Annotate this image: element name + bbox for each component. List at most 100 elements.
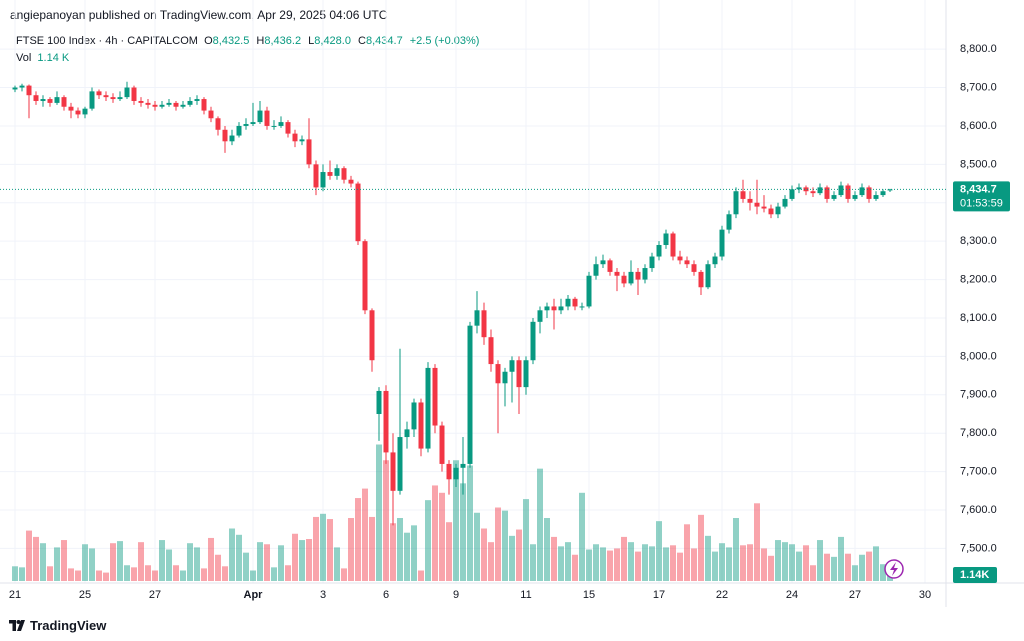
candle-body	[761, 206, 767, 209]
volume-bar	[817, 540, 823, 581]
volume-bar	[873, 546, 879, 581]
volume-bar	[579, 492, 585, 581]
candle-layer	[12, 81, 893, 526]
candle-body	[124, 87, 130, 98]
alert-icon-bolt	[890, 562, 898, 576]
volume-bar	[775, 540, 781, 581]
y-tick-label: 7,500.0	[960, 542, 997, 554]
candle-body	[390, 452, 396, 491]
candle-body	[425, 367, 431, 449]
y-tick-label: 8,300.0	[960, 235, 997, 247]
volume-bar	[782, 542, 788, 581]
volume-bar	[432, 485, 438, 581]
last-price-label: 8,434.7	[960, 183, 997, 195]
volume-bar	[418, 570, 424, 581]
volume-badge	[953, 567, 997, 584]
candle-body	[831, 195, 837, 199]
candle-body	[327, 172, 333, 176]
y-tick-label: 8,400.0	[960, 197, 997, 209]
h-val: 8,436.2	[264, 35, 302, 47]
candle-body	[439, 425, 445, 464]
candle-body	[54, 97, 60, 103]
x-tick-label: 15	[583, 589, 595, 601]
candle-body	[26, 85, 32, 96]
candle-body	[194, 99, 200, 101]
candle-body	[544, 306, 550, 311]
volume-layer	[12, 444, 893, 581]
candle-body	[467, 325, 473, 464]
volume-bar	[411, 525, 417, 581]
volume-bar	[488, 542, 494, 581]
volume-bar	[250, 570, 256, 581]
volume-bar	[768, 555, 774, 581]
candle-body	[733, 191, 739, 215]
candle-body	[61, 97, 67, 107]
candle-body	[873, 195, 879, 199]
volume-bar	[320, 513, 326, 581]
volume-bar	[369, 516, 375, 581]
candle-body	[215, 118, 221, 130]
volume-bar	[754, 503, 760, 581]
candle-body	[404, 429, 410, 438]
volume-bar	[593, 544, 599, 581]
candle-body	[341, 168, 347, 180]
volume-bar	[453, 460, 459, 581]
candle-body	[789, 189, 795, 199]
y-tick-label: 8,200.0	[960, 273, 997, 285]
volume-bar	[138, 542, 144, 581]
volume-bar	[110, 543, 116, 581]
vol-key: Vol	[16, 52, 32, 64]
volume-bar	[649, 546, 655, 581]
candle-body	[110, 97, 116, 100]
x-tick-label: 17	[653, 589, 665, 601]
candle-body	[600, 260, 606, 265]
volume-bar	[257, 542, 263, 581]
candle-body	[572, 298, 578, 307]
last-price-badge	[953, 181, 1010, 212]
volume-bar	[747, 544, 753, 581]
candle-body	[593, 264, 599, 276]
l-key: L	[308, 35, 315, 47]
candle-body	[453, 467, 459, 480]
candle-body	[40, 99, 46, 101]
candle-body	[355, 183, 361, 242]
candle-body	[635, 271, 641, 280]
volume-bar	[446, 522, 452, 581]
x-tick-label: 21	[9, 589, 21, 601]
o-key: O	[204, 35, 213, 47]
volume-bar	[180, 570, 186, 581]
candle-body	[481, 310, 487, 338]
volume-bar	[642, 544, 648, 581]
candle-body	[880, 191, 886, 196]
volume-bar	[425, 500, 431, 581]
volume-bar	[628, 542, 634, 581]
volume-bar	[194, 547, 200, 581]
volume-bar	[390, 523, 396, 581]
y-tick-label: 8,500.0	[960, 158, 997, 170]
volume-bar	[824, 553, 830, 581]
change: +2.5 (+0.03%)	[409, 35, 480, 47]
volume-bar	[96, 570, 102, 581]
o-val: 8,432.5	[212, 35, 250, 47]
candle-body	[12, 87, 18, 90]
candle-body	[474, 310, 480, 326]
volume-bar	[75, 570, 81, 581]
volume-bar	[292, 533, 298, 581]
candle-body	[649, 256, 655, 269]
candle-body	[201, 99, 207, 111]
candle-body	[348, 179, 354, 184]
volume-bar	[285, 565, 291, 581]
candle-body	[397, 437, 403, 491]
volume-bar	[264, 544, 270, 581]
candle-body	[47, 99, 53, 103]
volume-bar	[362, 488, 368, 581]
volume-bar	[740, 545, 746, 581]
candle-body	[334, 168, 340, 176]
volume-bar	[89, 548, 95, 581]
volume-bar	[117, 541, 123, 581]
volume-bar	[705, 535, 711, 581]
volume-bar	[656, 521, 662, 581]
candle-body	[684, 260, 690, 265]
volume-bar	[495, 507, 501, 581]
y-tick-label: 8,700.0	[960, 81, 997, 93]
